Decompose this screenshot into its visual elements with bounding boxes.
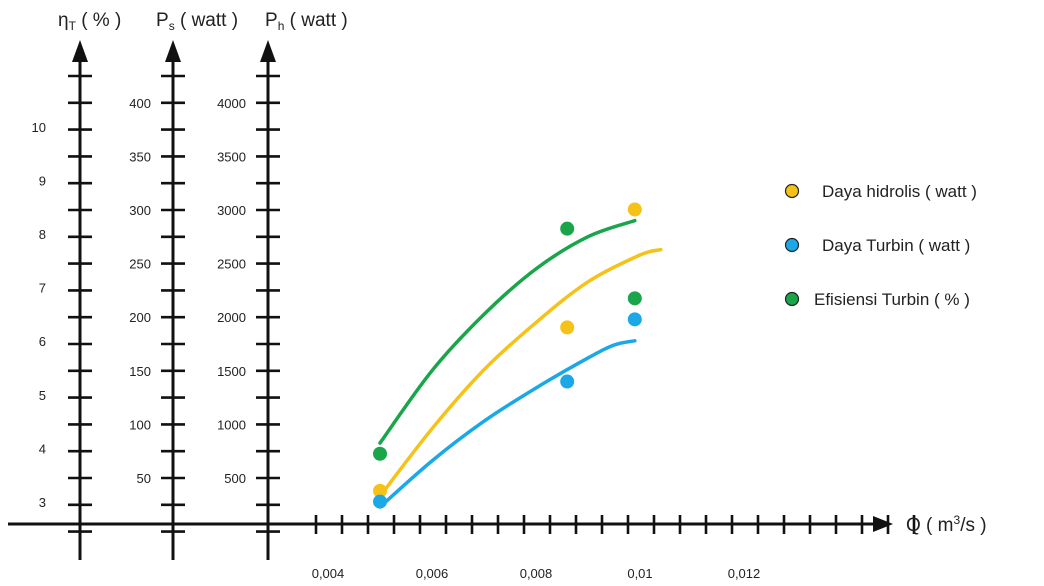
y-tick-label-ph: 1000 xyxy=(217,417,246,432)
y-tick-label-ph: 4000 xyxy=(217,96,246,111)
data-point-1 xyxy=(628,312,642,326)
y-tick-label-ps: 400 xyxy=(129,96,151,111)
y-tick-label-ph: 3000 xyxy=(217,203,246,218)
y-axis-title-ph: Ph ( watt ) xyxy=(265,10,348,33)
y-tick-label-eta: 5 xyxy=(39,388,46,403)
legend-label-0: Daya hidrolis ( watt ) xyxy=(822,182,977,201)
y-tick-label-ps: 50 xyxy=(137,471,151,486)
y-tick-label-ph: 2500 xyxy=(217,257,246,272)
x-tick-label: 0,006 xyxy=(416,566,449,581)
y-tick-label-eta: 9 xyxy=(39,173,46,188)
trend-line-1 xyxy=(380,341,635,507)
data-point-1 xyxy=(373,495,387,509)
y-axis-title-ps: Ps ( watt ) xyxy=(156,10,238,33)
data-point-2 xyxy=(373,447,387,461)
data-point-2 xyxy=(560,222,574,236)
data-point-2 xyxy=(628,291,642,305)
data-point-0 xyxy=(560,320,574,334)
y-tick-label-eta: 10 xyxy=(32,120,46,135)
trend-line-0 xyxy=(380,250,661,497)
y-axis-arrow-icon xyxy=(72,40,88,62)
trend-line-2 xyxy=(380,221,635,443)
data-point-1 xyxy=(560,375,574,389)
y-axis-title-eta: ηT ( % ) xyxy=(58,10,121,33)
y-tick-label-eta: 3 xyxy=(39,495,46,510)
y-tick-label-eta: 4 xyxy=(39,441,46,456)
legend-marker-1 xyxy=(786,239,799,252)
y-tick-label-ps: 150 xyxy=(129,364,151,379)
data-point-0 xyxy=(628,202,642,216)
y-tick-label-eta: 6 xyxy=(39,334,46,349)
y-tick-label-eta: 8 xyxy=(39,227,46,242)
y-tick-label-ps: 300 xyxy=(129,203,151,218)
legend-label-2: Efisiensi Turbin ( % ) xyxy=(814,290,970,309)
y-tick-label-ps: 100 xyxy=(129,417,151,432)
x-tick-label: 0,004 xyxy=(312,566,345,581)
y-tick-label-ps: 200 xyxy=(129,310,151,325)
y-tick-label-ph: 3500 xyxy=(217,149,246,164)
legend-marker-2 xyxy=(786,293,799,306)
x-tick-label: 0,012 xyxy=(728,566,761,581)
legend-marker-0 xyxy=(786,185,799,198)
x-axis-title: Q ( m3/s ) xyxy=(906,513,987,536)
y-tick-label-ps: 350 xyxy=(129,149,151,164)
y-tick-label-ps: 250 xyxy=(129,257,151,272)
x-tick-label: 0,008 xyxy=(520,566,553,581)
y-tick-label-eta: 7 xyxy=(39,281,46,296)
y-tick-label-ph: 1500 xyxy=(217,364,246,379)
y-tick-label-ph: 2000 xyxy=(217,310,246,325)
y-axis-arrow-icon xyxy=(260,40,276,62)
legend-label-1: Daya Turbin ( watt ) xyxy=(822,236,970,255)
y-axis-arrow-icon xyxy=(165,40,181,62)
y-tick-label-ph: 500 xyxy=(224,471,246,486)
x-axis-arrow-icon xyxy=(873,516,893,532)
x-tick-label: 0,01 xyxy=(627,566,652,581)
